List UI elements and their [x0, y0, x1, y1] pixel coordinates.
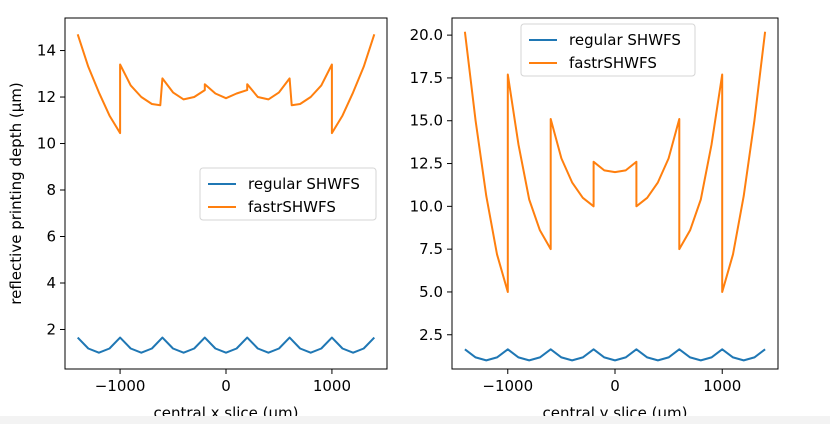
left-series-line-regular	[76, 336, 376, 354]
right-y-tick-label: 12.5	[410, 155, 443, 173]
left-y-axis-label: reflective printing depth (μm)	[7, 82, 25, 304]
left-y-tick-label: 12	[37, 88, 56, 106]
right-legend-label-regular: regular SHWFS	[569, 31, 681, 49]
right-plot-lines	[463, 31, 767, 362]
right-y-tick-label: 15.0	[410, 112, 443, 130]
left-x-tick-label: −1000	[95, 377, 146, 395]
left-plot-lines	[76, 33, 376, 354]
bottom-strip	[0, 416, 830, 424]
right-y-tick-label: 20.0	[410, 26, 443, 44]
right-series-line-regular	[464, 348, 766, 362]
right-x-tick-label: 0	[610, 377, 620, 395]
left-y-tick-label: 10	[37, 135, 56, 153]
left-y-tick-label: 4	[46, 274, 56, 292]
right-x-tick-label: 1000	[703, 377, 741, 395]
right-series-line-fastr	[463, 31, 767, 293]
right-chart-panel: −1000 0 10002.55.07.510.012.515.017.520.0 …	[410, 17, 779, 422]
left-legend-label-fastr: fastrSHWFS	[248, 198, 336, 216]
right-y-tick-label: 7.5	[419, 240, 443, 258]
left-legend-box	[199, 167, 377, 221]
right-y-tick-label: 17.5	[410, 69, 443, 87]
left-series-line-fastr	[76, 33, 376, 135]
right-y-tick-label: 5.0	[419, 283, 443, 301]
right-x-tick-label: −1000	[482, 377, 533, 395]
left-legend-label-regular: regular SHWFS	[248, 175, 360, 193]
right-legend-box	[520, 23, 696, 77]
right-y-tick-label: 2.5	[419, 326, 443, 344]
left-y-tick-label: 14	[37, 42, 56, 60]
left-x-tick-label: 0	[221, 377, 231, 395]
left-legend: regular SHWFS fastrSHWFS	[199, 167, 377, 221]
left-y-tick-label: 6	[46, 228, 56, 246]
right-ticks: −1000 0 1000 2.5 5.0 7.5 10.0 12.5 15.0 17.5 20.0	[410, 26, 742, 395]
right-legend: regular SHWFS fastrSHWFS	[520, 23, 696, 77]
left-x-tick-label: 1000	[313, 377, 351, 395]
left-y-tick-label: 2	[46, 320, 56, 338]
right-legend-label-fastr: fastrSHWFS	[569, 54, 657, 72]
left-y-tick-label: 8	[46, 181, 56, 199]
left-ticks: −1000 0 1000 2 4 6 8 10 12 14	[37, 42, 351, 395]
right-y-tick-label: 10.0	[410, 197, 443, 215]
